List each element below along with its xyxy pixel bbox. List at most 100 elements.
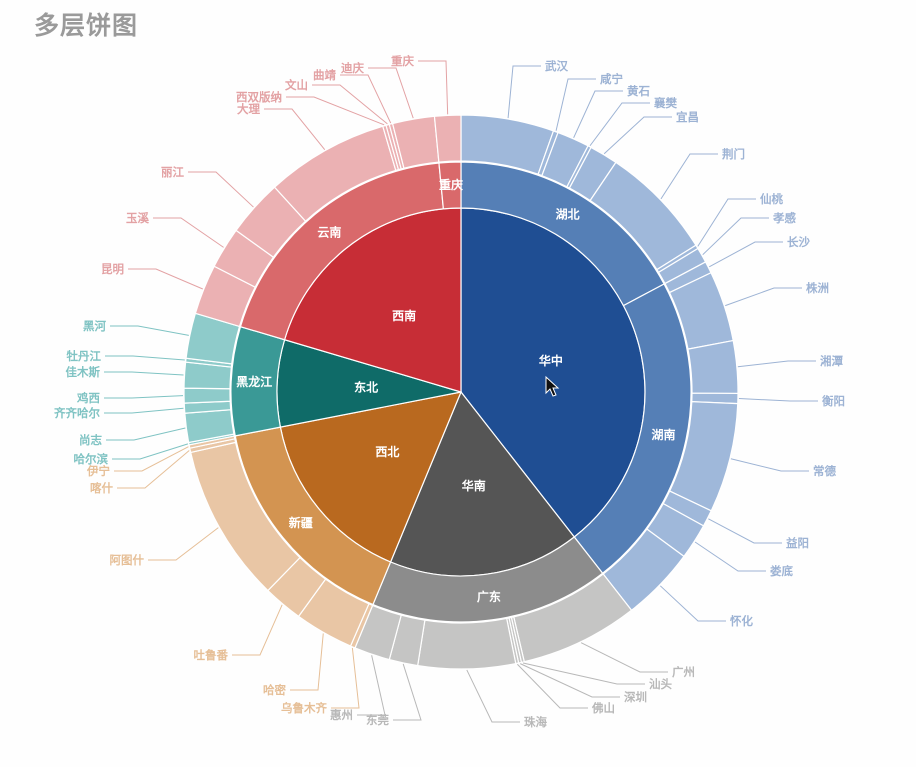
chart-title: 多层饼图 [34,11,139,40]
city-label: 湘潭 [820,354,843,368]
city-label: 曲靖 [313,68,336,82]
city-slice[interactable] [433,114,462,163]
leader-line [105,355,185,361]
leader-line [660,153,718,200]
leader-line [738,398,818,402]
leader-line [153,217,224,248]
leader-line [112,443,189,460]
leader-line [312,84,388,125]
leader-line [709,241,783,268]
leader-line [555,78,596,131]
leader-line [418,60,449,115]
city-label: 武汉 [545,59,568,73]
city-label: 玉溪 [126,211,149,225]
city-label: 昆明 [101,262,124,276]
province-label: 广东 [477,589,501,604]
leader-line [393,663,422,721]
leader-line [466,669,520,723]
region-label: 华中 [539,353,563,368]
leader-line [114,446,189,472]
city-label: 喀什 [90,481,113,495]
leader-line [110,325,189,336]
leader-line [589,102,650,147]
leader-line [104,395,184,399]
leader-line [507,65,541,119]
city-label: 牡丹江 [67,349,102,363]
region-label: 西北 [375,444,399,459]
city-label: 黄石 [627,84,650,98]
city-label: 深圳 [624,690,647,704]
leader-line [104,407,184,414]
leader-line [573,90,623,139]
leader-line [104,371,184,376]
city-label: 大理 [237,102,260,116]
city-label: 襄樊 [653,96,677,110]
city-label: 咸宁 [600,72,623,86]
leader-line [106,427,186,441]
city-label: 重庆 [391,54,414,68]
leader-line [708,518,782,544]
city-label: 长沙 [787,235,810,249]
city-label: 娄底 [770,564,793,578]
leader-line [331,647,360,709]
leader-line [702,217,769,256]
city-label: 迪庆 [341,61,364,75]
leader-line [148,527,219,561]
city-label: 阿图什 [110,553,145,567]
city-label: 怀化 [730,614,753,628]
city-label: 东莞 [366,713,389,727]
province-label: 云南 [317,224,341,239]
city-label: 丽江 [161,165,184,179]
leader-line [286,96,385,126]
leader-line [128,268,203,290]
region-label: 西南 [392,308,416,323]
city-label: 仙桃 [760,192,783,206]
region-label: 东北 [354,379,378,394]
province-label: 湖南 [651,427,675,442]
province-slice[interactable] [438,161,462,210]
city-label: 惠州 [330,708,353,722]
leader-line [694,541,766,572]
region-label: 华南 [462,478,486,493]
province-label: 黑龙江 [236,374,272,389]
leader-line [517,663,588,709]
city-label: 益阳 [786,536,809,550]
province-label: 重庆 [439,177,463,192]
city-label: 常德 [813,464,836,478]
city-label: 伊宁 [86,464,110,478]
city-label: 珠海 [524,715,547,729]
leader-line [725,287,802,307]
city-label: 汕头 [649,677,672,691]
mouse-cursor-icon [545,375,560,397]
leader-line [603,116,672,155]
city-label: 广州 [672,665,695,679]
city-label: 吐鲁番 [194,648,229,662]
city-label: 佳木斯 [66,365,101,379]
leader-line [659,585,726,622]
city-label: 株洲 [806,281,829,295]
leader-line [520,663,620,698]
leader-line [264,108,326,150]
city-slice[interactable] [416,617,517,670]
city-slice[interactable] [687,339,739,395]
city-slice[interactable] [183,387,231,404]
province-label: 新疆 [289,515,313,530]
leader-line [340,74,392,124]
city-label: 齐齐哈尔 [54,406,100,420]
leader-line [290,633,324,691]
city-label: 孝感 [772,211,796,225]
leader-line [737,360,816,368]
city-label: 哈尔滨 [74,452,109,466]
leader-line [232,604,283,656]
leader-line [697,198,756,247]
leader-line [117,450,190,489]
leader-line [580,642,668,673]
leader-line [357,655,386,716]
city-label: 西双版纳 [236,90,282,104]
city-label: 尚志 [79,433,102,447]
city-label: 鸡西 [76,391,100,405]
leader-line [368,67,414,119]
city-label: 衡阳 [822,394,845,408]
city-label: 荆门 [722,147,745,161]
